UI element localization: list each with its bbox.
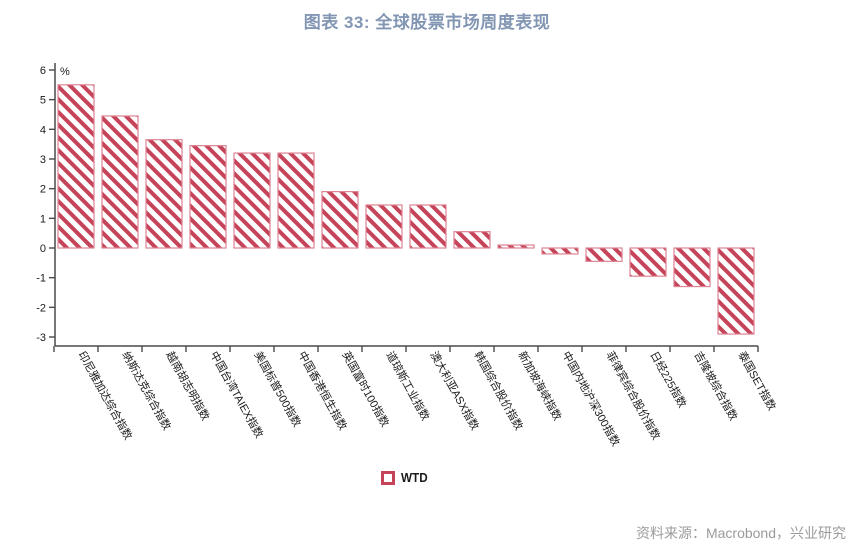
x-category-label: 泰国SET指数 [735,349,779,413]
wtd-bar [57,84,95,249]
y-tick-label: 4 [40,124,46,136]
wtd-bar [321,191,359,249]
x-category-label: 道琼斯工业指数 [383,349,433,423]
x-category-label: 吉隆坡综合指数 [691,349,741,423]
wtd-bar [629,247,667,277]
x-category-label: 越南胡志明指数 [163,349,213,423]
source-note: 资料来源：Macrobond，兴业研究 [635,525,846,541]
x-category-label: 澳大利亚ASX指数 [427,349,482,433]
legend-swatch-icon [381,470,396,485]
wtd-bar [585,247,623,262]
x-category-label: 美国标普500指数 [251,349,304,430]
wtd-bar [541,247,579,255]
wtd-bar [673,247,711,288]
wtd-bar [189,145,227,249]
y-tick-label: 6 [40,65,46,77]
y-tick-label: 1 [40,213,46,225]
x-category-label: 中国香港恒生指数 [295,349,350,433]
x-category-label: 日经225指数 [647,349,689,410]
wtd-bar [409,204,447,249]
wtd-bar [497,244,535,249]
wtd-bar [453,231,491,249]
x-category-label: 韩国综合股价指数 [471,349,526,433]
y-tick-label: -3 [36,332,46,344]
wtd-bar [101,115,139,249]
wtd-bar [717,247,755,335]
y-tick-label: 0 [40,243,46,255]
y-tick-label: -1 [36,273,46,285]
wtd-bar [233,152,271,249]
y-tick-label: 2 [40,184,46,196]
wtd-bar [145,139,183,249]
y-tick-label: 3 [40,154,46,166]
x-category-label: 新加坡海峡指数 [515,349,565,423]
legend: WTD [0,470,812,485]
y-tick-label: 5 [40,95,46,107]
chart-title: 图表 33: 全球股票市场周度表现 [303,13,551,32]
wtd-bar [365,204,403,249]
x-category-label: 纳斯达克综合指数 [119,349,174,433]
x-category-label: 英国富时100指数 [339,349,392,430]
y-tick-label: -2 [36,302,46,314]
y-axis-unit-label: % [60,66,70,78]
legend-label-wtd: WTD [401,470,428,485]
wtd-bar [277,152,315,249]
